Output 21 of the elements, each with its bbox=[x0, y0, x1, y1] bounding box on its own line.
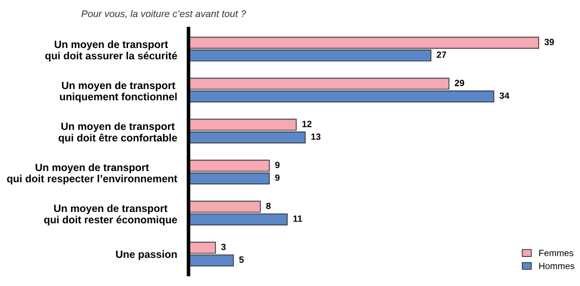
data-label: 5 bbox=[239, 256, 244, 263]
data-label: 8 bbox=[266, 202, 271, 210]
data-label: 9 bbox=[275, 162, 280, 168]
chart-title: Pour vous, la voiture c’est avant tout ? bbox=[82, 10, 246, 18]
data-label: 12 bbox=[302, 120, 312, 128]
y-tick-label: Une passion bbox=[116, 250, 177, 260]
legend-label: Hommes bbox=[539, 262, 574, 270]
data-label: 11 bbox=[293, 216, 302, 222]
data-label: 29 bbox=[454, 80, 464, 86]
y-tick-label: Un moyen de transport qui doit être confortable bbox=[58, 122, 178, 144]
data-label: 13 bbox=[311, 133, 320, 140]
y-tick-label: Un moyen de transport qui doit rester économique bbox=[44, 204, 178, 226]
y-tick-label: Un moyen de transport uniquement fonctionnel bbox=[60, 81, 177, 102]
data-label: 27 bbox=[436, 51, 446, 58]
data-label: 3 bbox=[221, 244, 226, 250]
data-label: 39 bbox=[544, 38, 554, 46]
y-tick-label: Un moyen de transport qui doit respecter l’environnement bbox=[7, 163, 178, 184]
data-label: 9 bbox=[275, 174, 280, 181]
y-tick-label: Un moyen de transport qui doit assurer la sécurité bbox=[45, 40, 178, 62]
legend-label: Femmes bbox=[539, 250, 574, 256]
data-label: 34 bbox=[500, 92, 510, 99]
